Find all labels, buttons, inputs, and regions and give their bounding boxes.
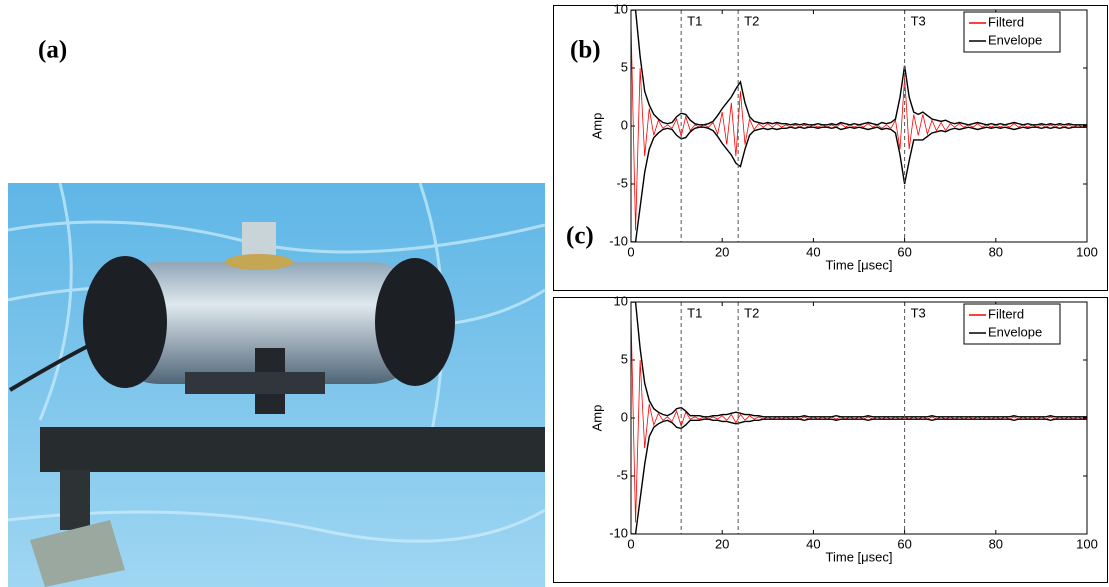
photo — [7, 182, 546, 587]
x-tick-label: 20 — [715, 244, 729, 259]
chart-frame — [553, 297, 1108, 583]
x-tick-label: 20 — [715, 536, 729, 551]
y-tick-label: 5 — [621, 59, 628, 74]
plot-area — [630, 301, 1088, 535]
chart-frame — [553, 5, 1108, 291]
marker-label: T1 — [687, 305, 702, 320]
y-tick-label: 10 — [614, 1, 628, 16]
x-axis-label: Time [μsec] — [826, 549, 893, 564]
x-tick-label: 80 — [989, 536, 1003, 551]
y-tick-label: -10 — [609, 233, 628, 248]
legend-box — [963, 303, 1061, 345]
x-tick-label: 0 — [627, 244, 634, 259]
x-tick-label: 40 — [806, 244, 820, 259]
x-tick-label: 60 — [897, 244, 911, 259]
series-line — [631, 418, 1087, 534]
marker-label: T3 — [911, 13, 926, 28]
series-line — [631, 302, 1087, 418]
y-tick-label: -10 — [609, 525, 628, 540]
panel-label: (c) — [566, 223, 594, 250]
marker-label: T1 — [687, 13, 702, 28]
series-line — [631, 21, 1087, 231]
y-axis-label: Amp — [589, 113, 604, 140]
y-axis-label: Amp — [589, 405, 604, 432]
x-axis-label: Time [μsec] — [826, 257, 893, 272]
panel-label: (b) — [570, 37, 601, 64]
x-tick-label: 60 — [897, 536, 911, 551]
legend-label: Envelope — [988, 324, 1042, 339]
marker-label: T2 — [744, 305, 759, 320]
y-tick-label: 0 — [621, 117, 628, 132]
x-tick-label: 0 — [627, 536, 634, 551]
x-tick-label: 40 — [806, 536, 820, 551]
panel-label: (a) — [38, 37, 67, 64]
marker-label: T2 — [744, 13, 759, 28]
y-tick-label: 5 — [621, 351, 628, 366]
legend-label: Filterd — [988, 306, 1024, 321]
series-line — [631, 126, 1087, 242]
legend-box — [963, 11, 1061, 53]
y-tick-label: -5 — [616, 467, 628, 482]
legend-label: Filterd — [988, 14, 1024, 29]
x-tick-label: 100 — [1076, 244, 1098, 259]
legend-label: Envelope — [988, 32, 1042, 47]
plot-area — [630, 9, 1088, 243]
marker-label: T3 — [911, 305, 926, 320]
series-line — [631, 313, 1087, 523]
series-line — [631, 10, 1087, 126]
x-tick-label: 100 — [1076, 536, 1098, 551]
x-tick-label: 80 — [989, 244, 1003, 259]
y-tick-label: 0 — [621, 409, 628, 424]
y-tick-label: -5 — [616, 175, 628, 190]
y-tick-label: 10 — [614, 293, 628, 308]
